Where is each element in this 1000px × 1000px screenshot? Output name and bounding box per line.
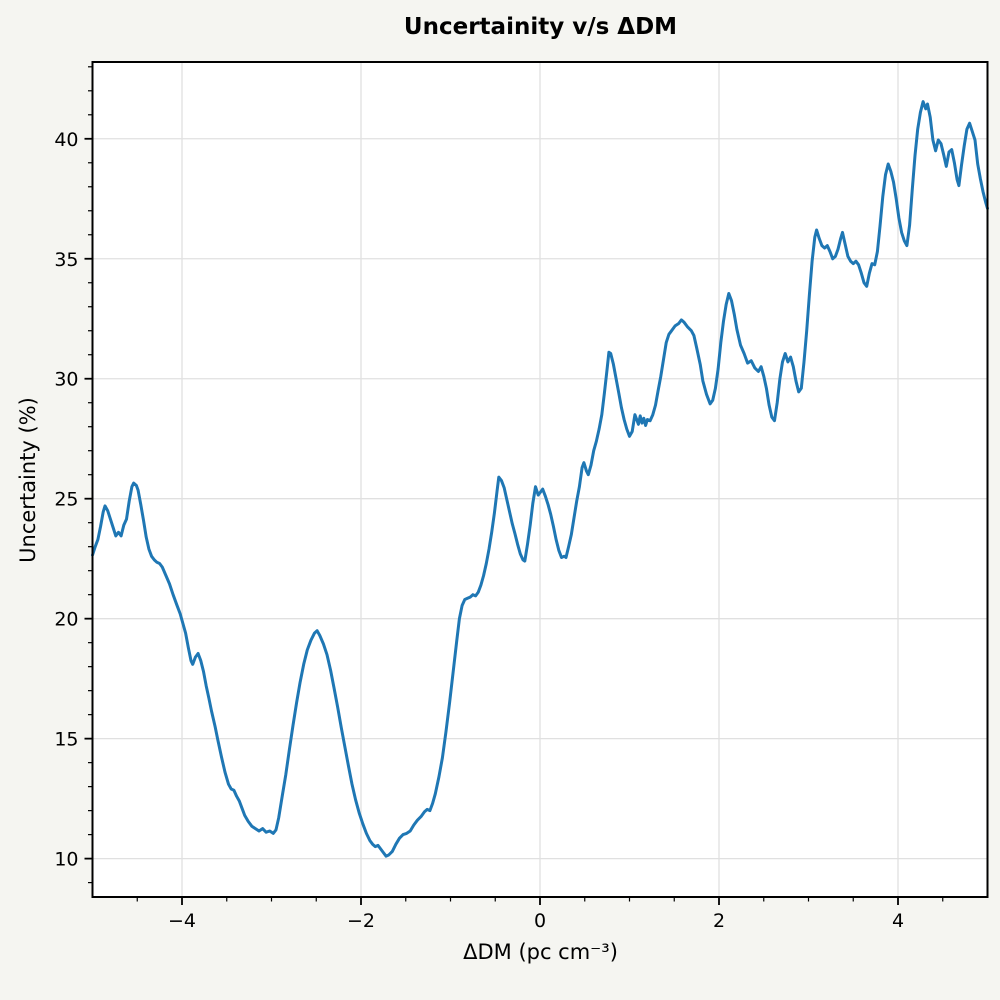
x-tick-label: −2	[347, 910, 375, 932]
y-tick-label: 40	[54, 129, 78, 151]
x-tick-label: 2	[713, 910, 725, 932]
axes-spines	[91, 61, 989, 898]
y-tick-label: 15	[54, 729, 78, 751]
y-axis-label: Uncertainty (%)	[16, 397, 40, 563]
y-tick-label: 20	[54, 609, 78, 631]
y-tick-label: 25	[54, 489, 78, 511]
chart-title: Uncertainity v/s ΔDM	[403, 14, 678, 40]
x-tick-label: 4	[892, 910, 904, 932]
x-axis-label: ΔDM (pc cm⁻³)	[463, 940, 618, 964]
data-line-uncertainty-vs-dm	[91, 100, 989, 858]
x-tick-label: 0	[534, 910, 546, 932]
y-tick-label: 35	[54, 249, 78, 271]
y-tick-label: 30	[54, 369, 78, 391]
x-tick-label: −4	[168, 910, 196, 932]
y-tick-label: 10	[54, 849, 78, 871]
